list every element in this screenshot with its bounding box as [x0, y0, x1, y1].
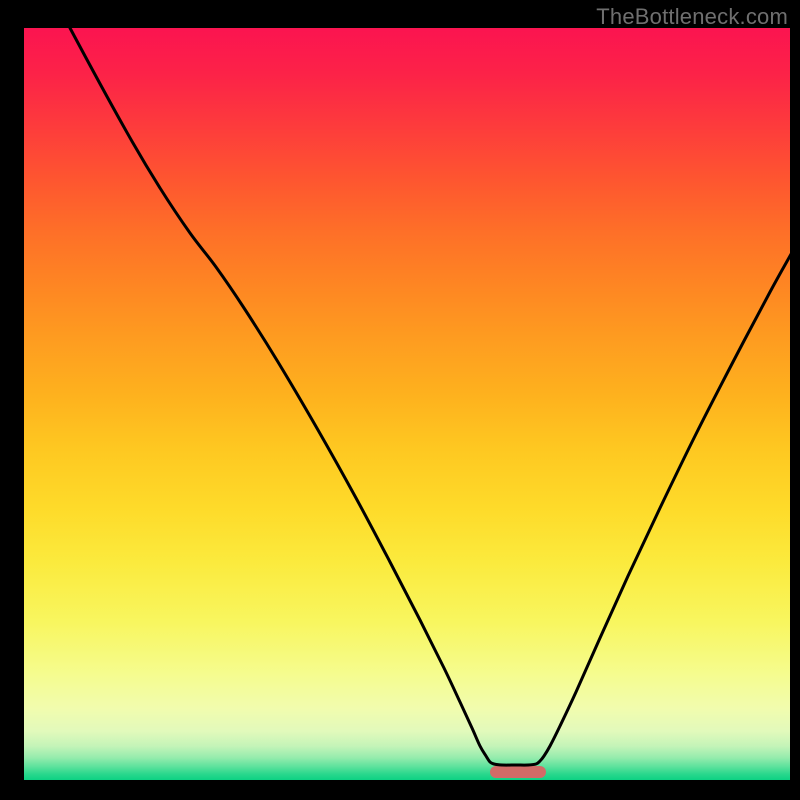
bottleneck-curve: [24, 28, 790, 780]
watermark-text: TheBottleneck.com: [596, 4, 788, 30]
chart-frame: TheBottleneck.com: [0, 0, 800, 800]
bottleneck-line: [70, 28, 791, 765]
bottleneck-marker: [490, 766, 546, 778]
